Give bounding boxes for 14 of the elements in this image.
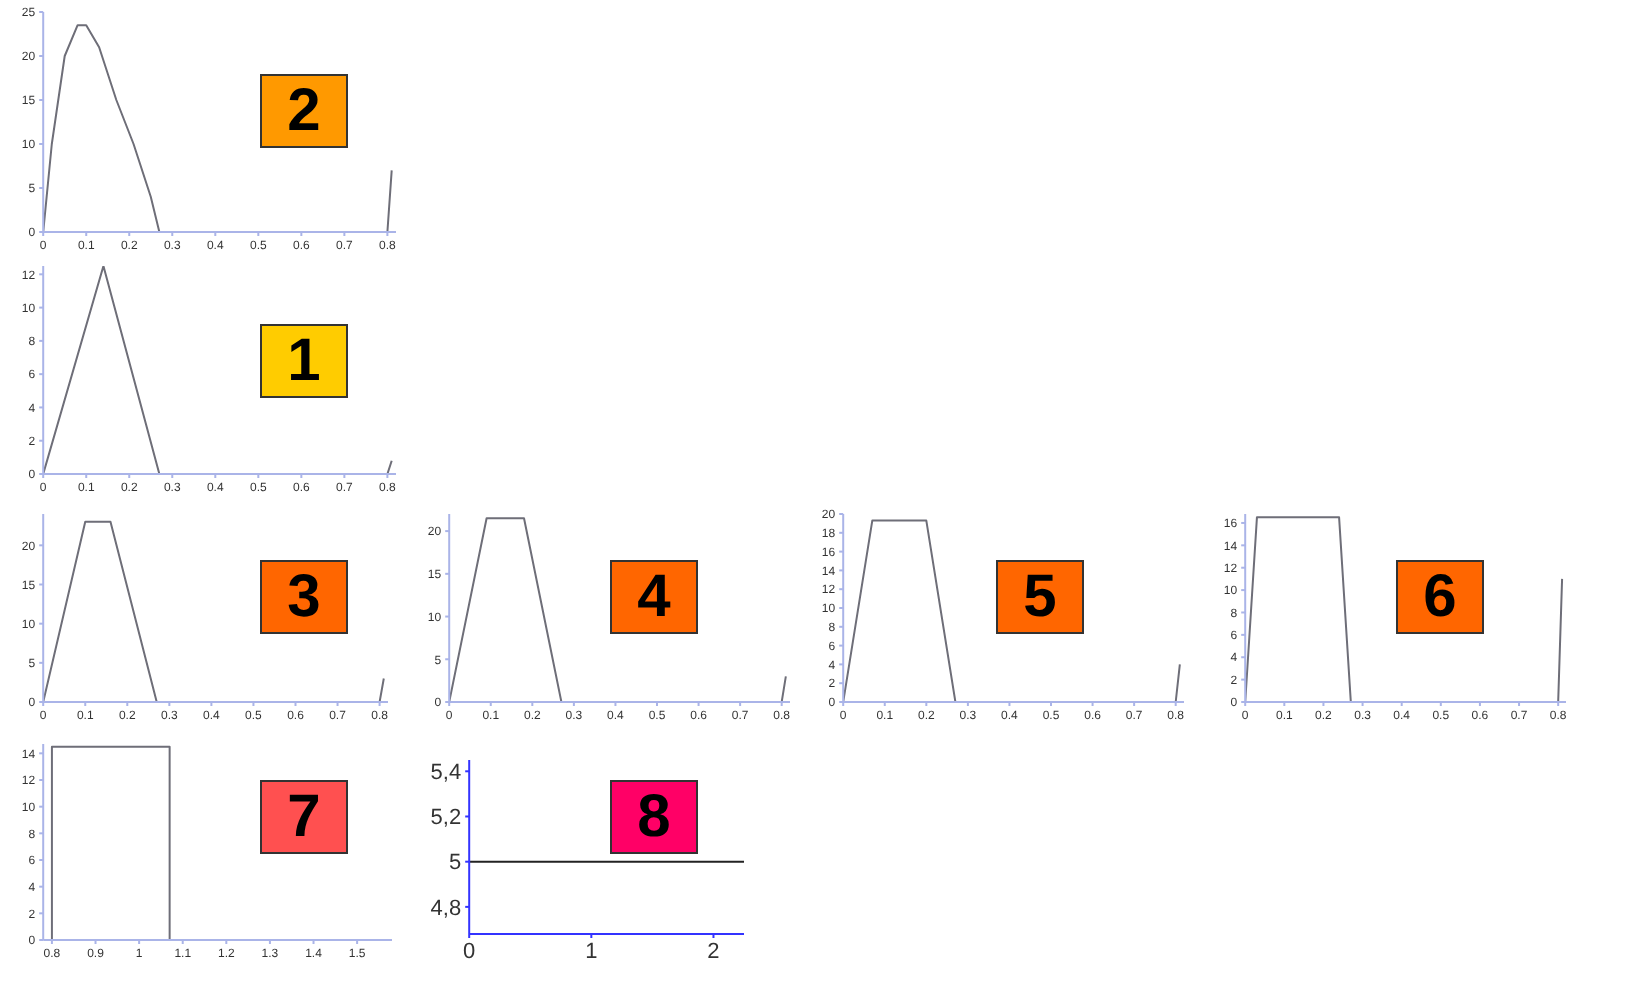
annotation: 7 [260,780,348,854]
x-tick-label: 2 [707,939,720,964]
x-tick-label: 1 [585,939,598,964]
annotation: 6 [1396,560,1484,634]
annotation: 3 [260,560,348,634]
annotation: 2 [260,74,348,148]
y-tick-label: 5 [448,851,462,876]
annotation: 1 [260,324,348,398]
annotation: 4 [610,560,698,634]
annotation: 8 [610,780,698,854]
y-tick-label: 4,8 [430,896,462,921]
y-tick-label: 5,4 [430,761,462,786]
y-tick-label: 5,2 [430,806,462,831]
annotation: 5 [996,560,1084,634]
